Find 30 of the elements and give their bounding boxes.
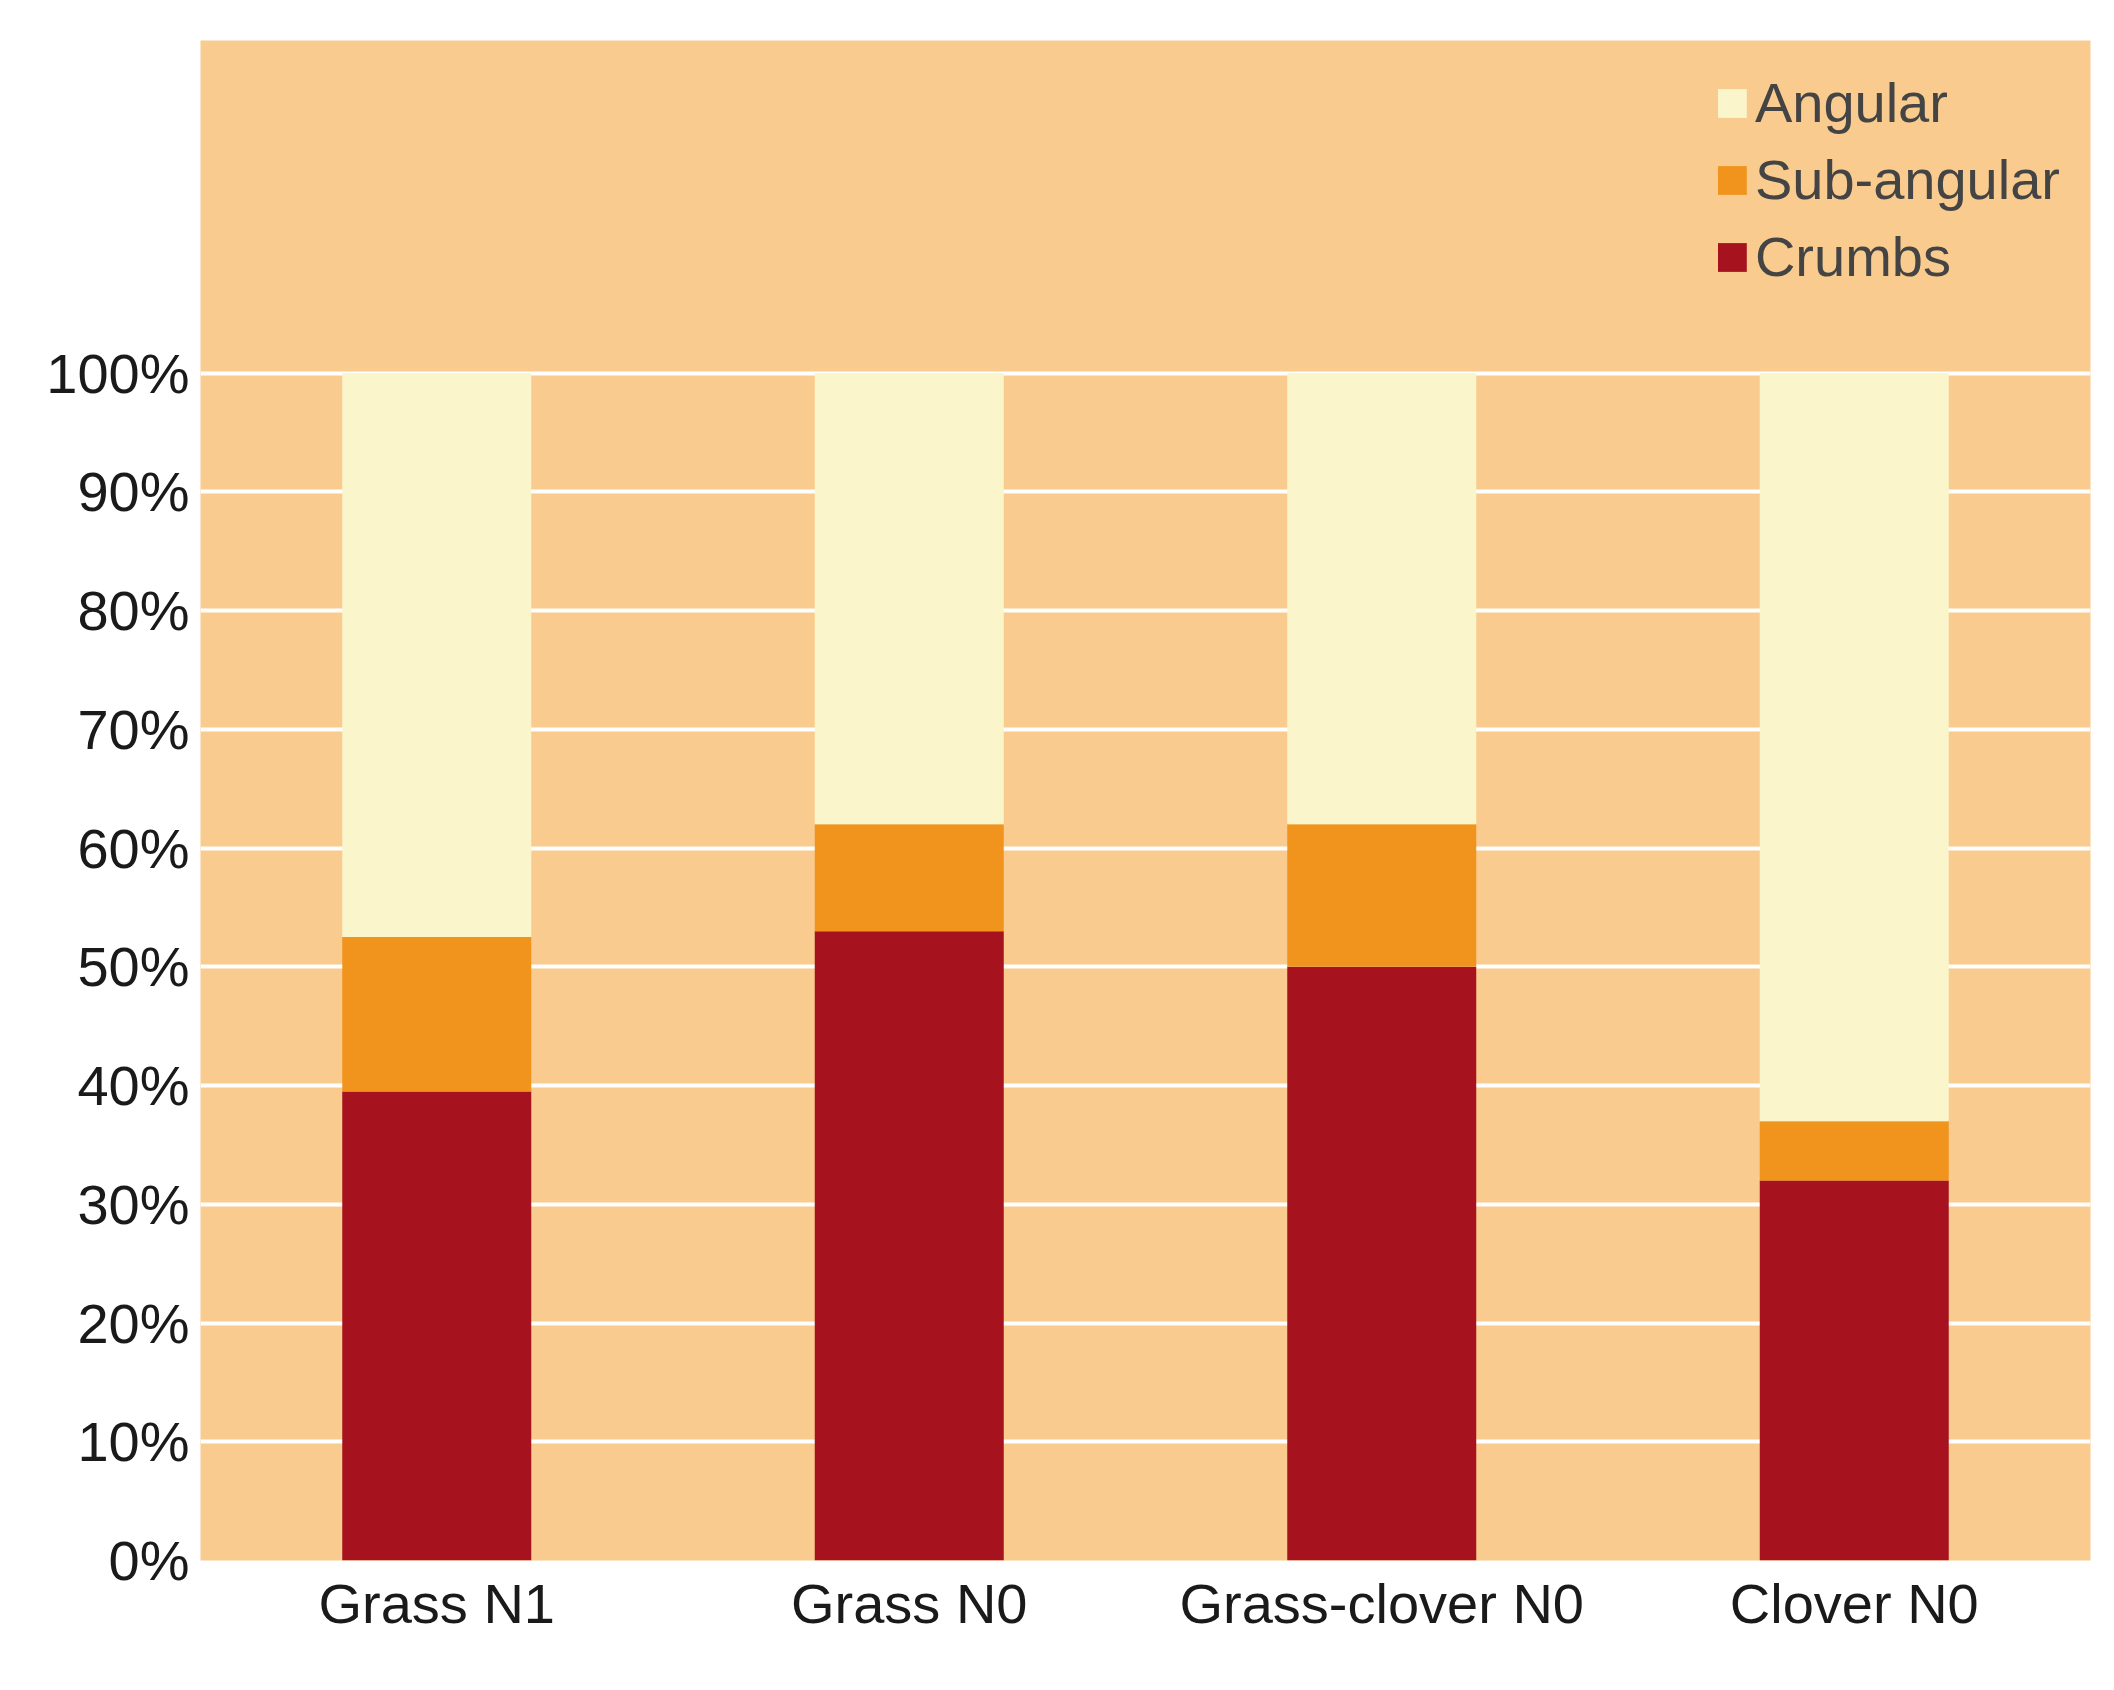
bar [814,824,1004,932]
bar [814,931,1004,1561]
bar [814,373,1004,825]
bar [1759,1121,1949,1181]
bar [342,1091,532,1561]
x-tick-label: Grass N1 [318,1571,555,1635]
y-tick-label: 0% [108,1529,190,1592]
x-tick-label: Grass N0 [791,1571,1028,1635]
x-tick-label: Grass-clover N0 [1179,1571,1585,1635]
legend-label: Crumbs [1754,224,1951,289]
bar [1759,1180,1949,1561]
legend-label: Angular [1754,70,1948,135]
y-tick-label: 40% [77,1054,190,1117]
y-tick-label: 70% [77,697,190,761]
y-tick-label: 50% [77,935,190,999]
x-tick-label: Clover N0 [1729,1571,1979,1635]
bar [342,937,532,1092]
y-tick-label: 60% [77,816,190,880]
y-tick-label: 100% [46,341,190,405]
y-tick-label: 20% [77,1291,190,1355]
bar [1287,966,1477,1561]
bar [1287,373,1477,825]
y-tick-label: 90% [77,460,190,524]
bar [1287,824,1477,967]
y-tick-label: 10% [77,1410,190,1474]
y-tick-label: 30% [77,1172,190,1236]
bar [1759,373,1949,1122]
legend-label: Sub-angular [1754,147,2060,212]
y-tick-label: 80% [77,579,190,642]
bar [342,373,532,938]
